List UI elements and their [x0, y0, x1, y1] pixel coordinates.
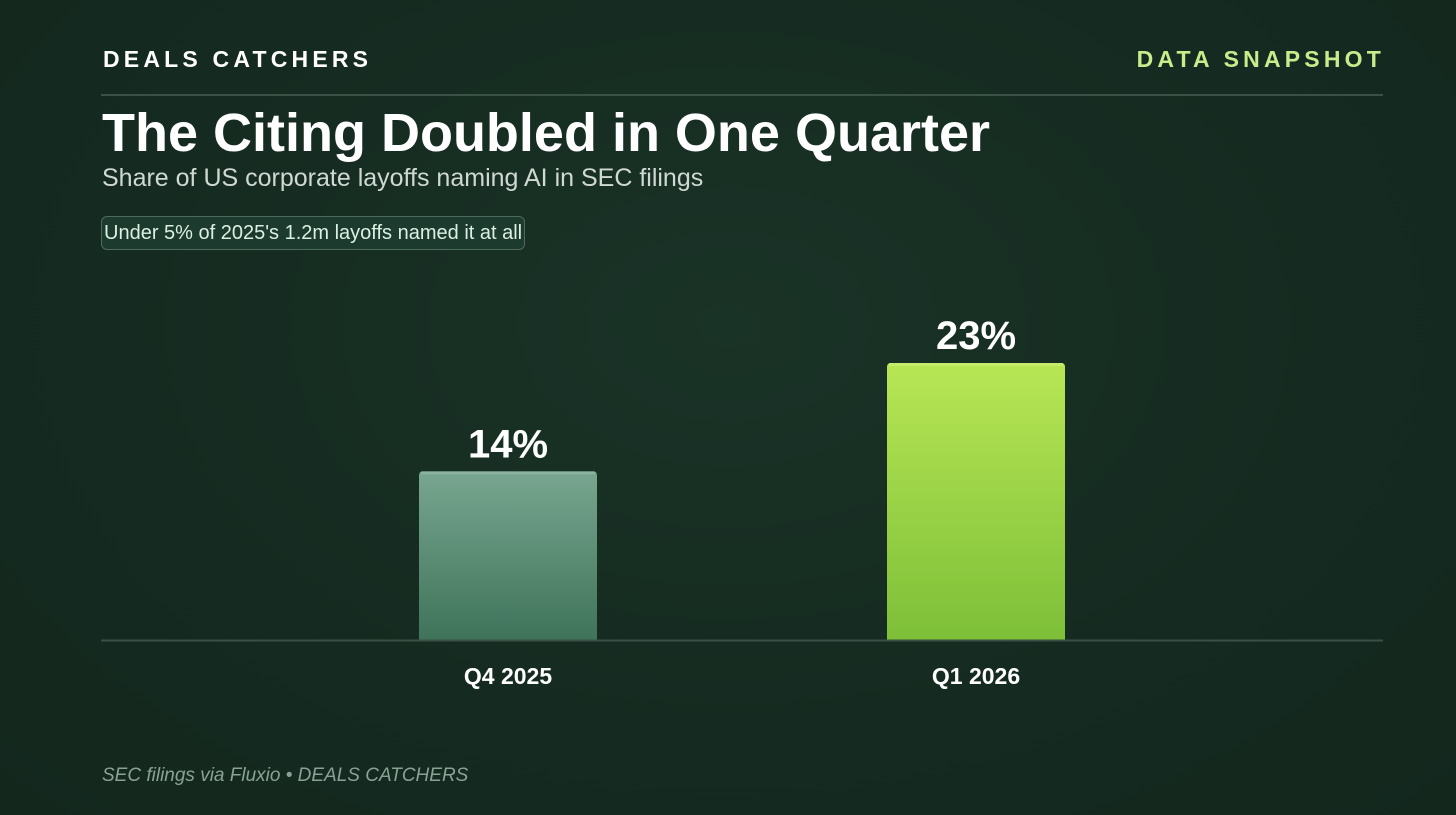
chart-subtitle: Share of US corporate layoffs naming AI …: [102, 164, 704, 192]
section-tag: DATA SNAPSHOT: [1136, 46, 1385, 72]
category-label: Q1 2026: [932, 663, 1020, 689]
brand-name: DEALS CATCHERS: [103, 46, 373, 72]
bar-highlight: [889, 363, 1063, 366]
bar-highlight: [421, 471, 595, 475]
chart-title: The Citing Doubled in One Quarter: [102, 103, 991, 163]
category-label: Q4 2025: [464, 663, 552, 689]
data-label: 23%: [936, 314, 1016, 358]
source-footer: SEC filings via Fluxio • DEALS CATCHERS: [102, 765, 469, 786]
bar-q1-2026: [887, 363, 1065, 640]
data-label: 14%: [468, 422, 548, 466]
header-divider: [101, 94, 1383, 96]
bar-q4-2025: [419, 471, 597, 640]
note-badge: Under 5% of 2025's 1.2m layoffs named it…: [101, 216, 526, 250]
